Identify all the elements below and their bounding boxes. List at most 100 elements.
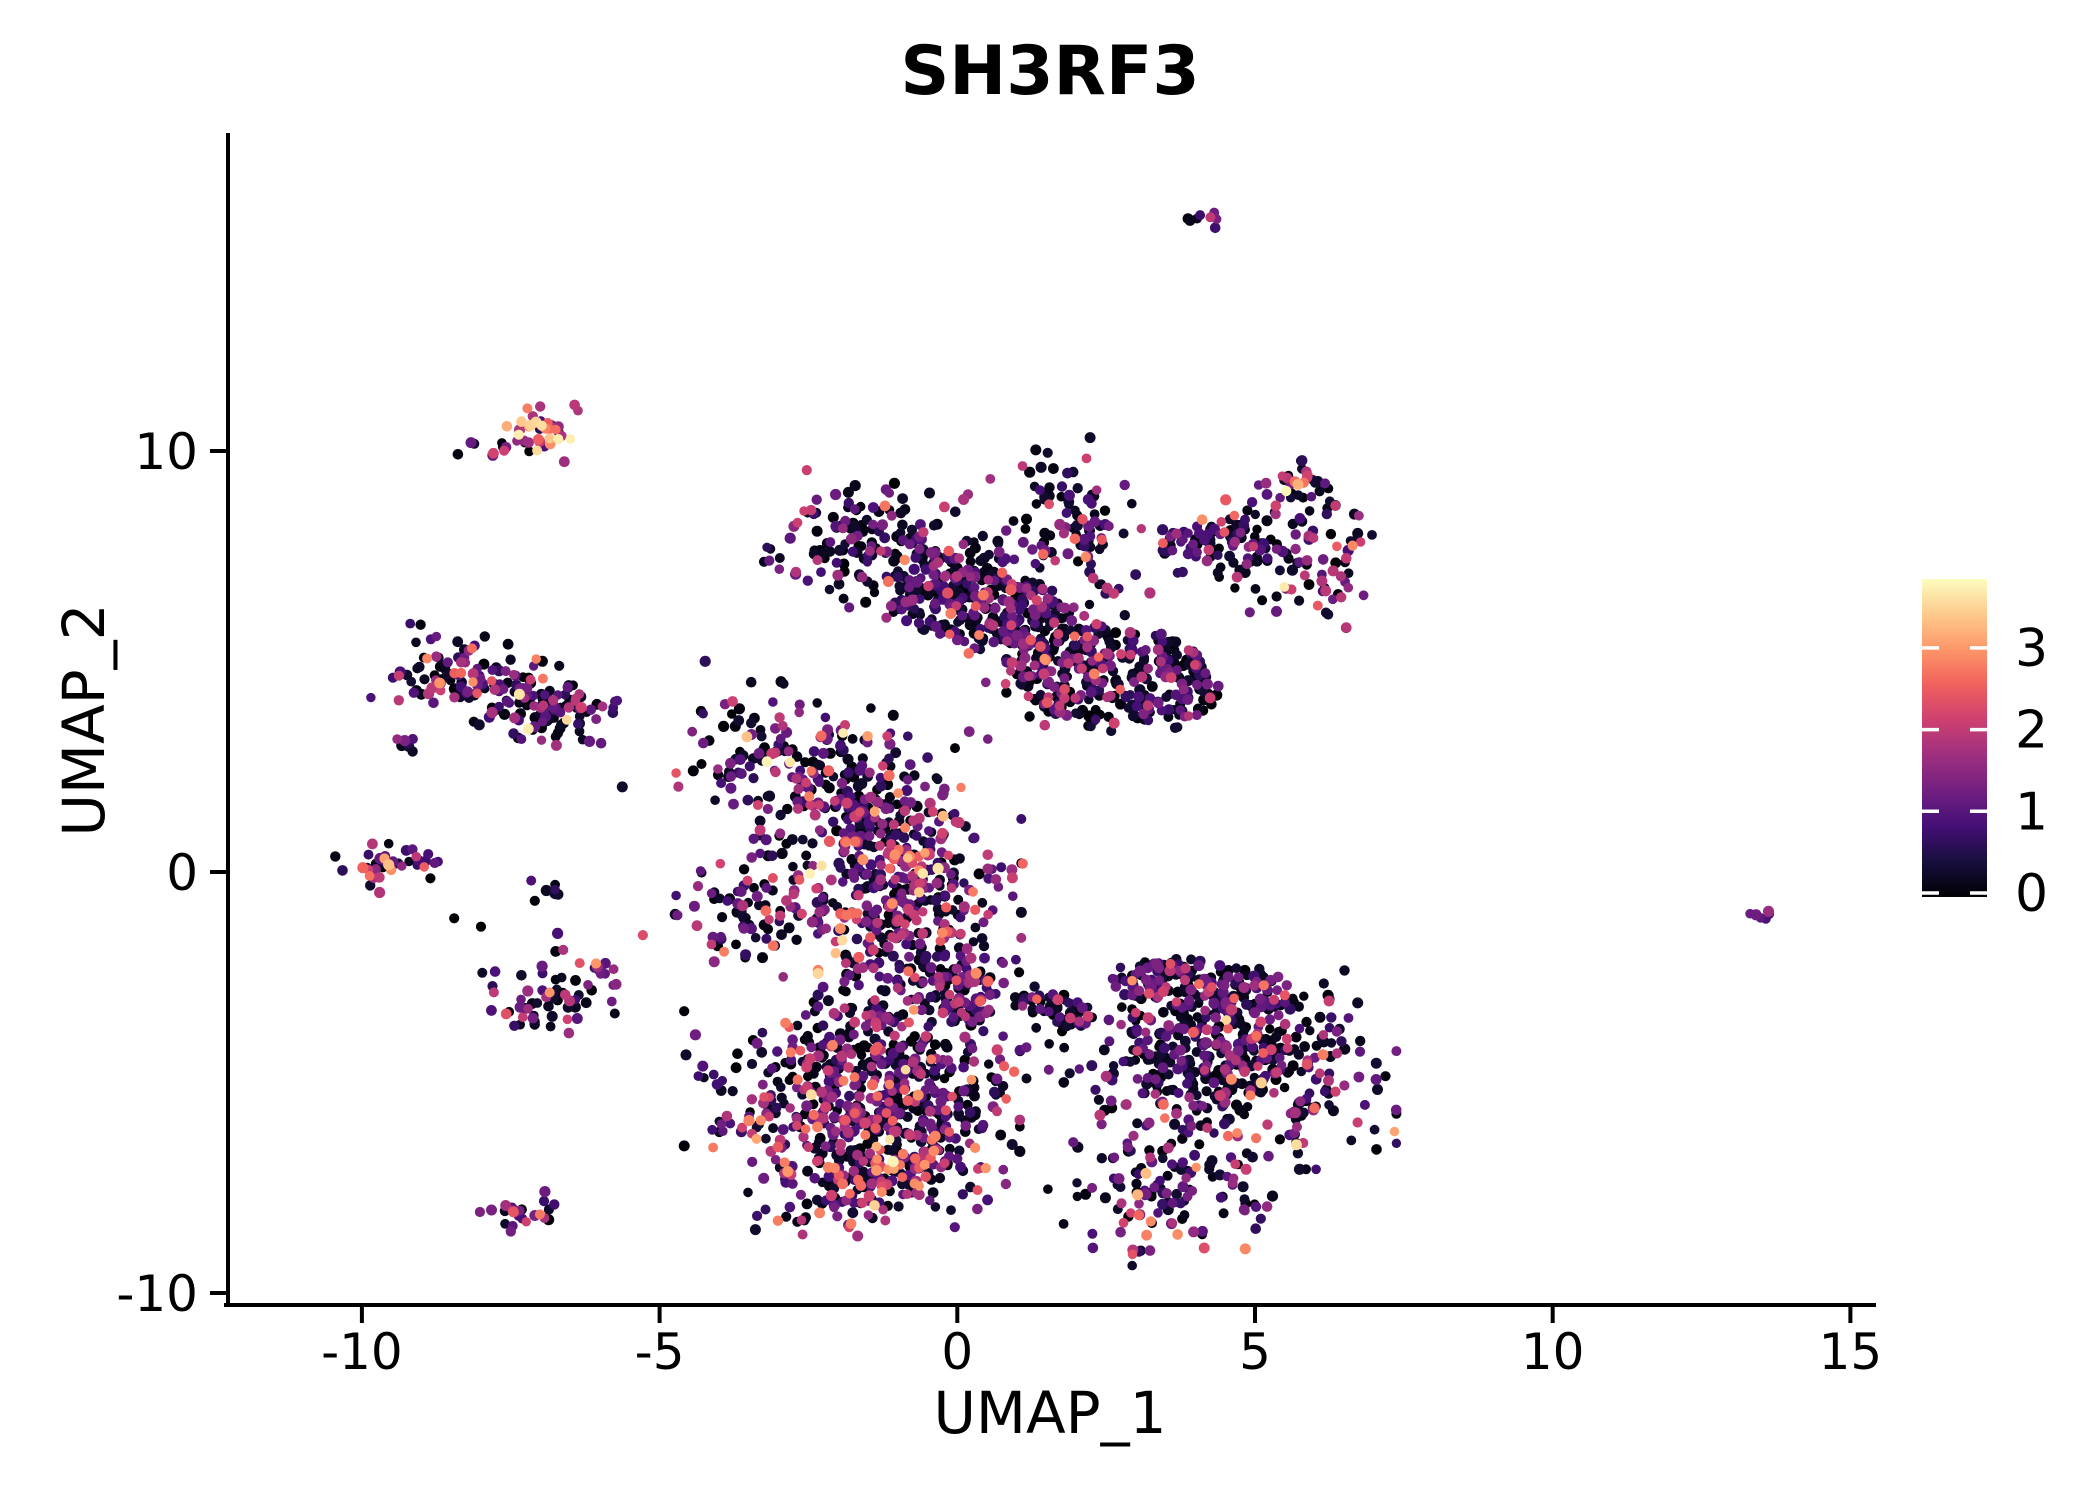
umap-point <box>982 975 994 987</box>
umap-point <box>762 803 774 815</box>
umap-point <box>1201 1013 1211 1023</box>
umap-point <box>949 1222 960 1233</box>
umap-point <box>886 839 896 849</box>
umap-point <box>1265 1024 1275 1034</box>
umap-point <box>404 856 414 867</box>
umap-point <box>533 434 544 445</box>
x-tick-label: 0 <box>941 1323 973 1381</box>
umap-point <box>549 1199 560 1210</box>
umap-point <box>1167 1159 1177 1170</box>
umap-point <box>612 695 623 706</box>
umap-point <box>1140 1167 1152 1179</box>
umap-point <box>698 708 708 719</box>
umap-point <box>1087 1182 1098 1193</box>
umap-point <box>550 884 560 895</box>
umap-point <box>899 805 911 817</box>
umap-point <box>969 976 981 987</box>
umap-point <box>1006 872 1018 884</box>
umap-point <box>535 401 546 412</box>
umap-point <box>1049 617 1060 628</box>
umap-point <box>897 493 908 504</box>
umap-point <box>897 888 907 898</box>
umap-point <box>1287 993 1298 1004</box>
umap-point <box>1096 1119 1107 1130</box>
umap-point <box>1134 965 1146 977</box>
umap-point <box>997 1080 1009 1092</box>
umap-point <box>1309 1052 1320 1063</box>
umap-point <box>854 1091 865 1102</box>
umap-point <box>1306 491 1317 502</box>
umap-point <box>1292 1121 1302 1132</box>
umap-point <box>1171 528 1182 539</box>
umap-point <box>727 1086 738 1097</box>
umap-point <box>1131 1178 1142 1189</box>
umap-point <box>411 637 421 648</box>
umap-point <box>1222 1023 1233 1034</box>
umap-point <box>1101 648 1113 660</box>
umap-point <box>1294 1023 1305 1034</box>
umap-point <box>768 1123 779 1134</box>
umap-point <box>1282 1043 1293 1053</box>
umap-point <box>1140 974 1152 986</box>
umap-point <box>841 958 851 969</box>
umap-point <box>1323 995 1335 1007</box>
umap-point <box>1261 515 1273 527</box>
umap-point <box>1286 564 1298 576</box>
umap-point <box>1074 1016 1085 1027</box>
umap-point <box>1081 453 1092 464</box>
umap-point <box>868 962 879 974</box>
umap-point <box>1071 708 1081 718</box>
umap-point <box>992 1106 1002 1117</box>
umap-point <box>875 780 887 792</box>
umap-point <box>1057 613 1068 623</box>
umap-point <box>803 1142 814 1153</box>
umap-point <box>1184 995 1195 1006</box>
umap-point <box>1124 627 1136 639</box>
umap-point <box>678 1140 690 1152</box>
umap-point <box>540 690 550 700</box>
umap-point <box>929 598 941 609</box>
umap-point <box>1006 1139 1018 1150</box>
umap-point <box>1316 575 1328 587</box>
umap-point <box>1238 982 1250 993</box>
umap-point <box>939 571 951 582</box>
umap-point <box>1219 980 1230 991</box>
umap-point <box>833 578 845 590</box>
umap-point <box>517 1012 528 1022</box>
umap-point <box>1183 528 1193 538</box>
umap-point <box>1290 1139 1302 1151</box>
umap-point <box>1179 1035 1191 1047</box>
umap-point <box>1133 691 1145 703</box>
umap-point <box>1175 1198 1186 1209</box>
umap-point <box>687 726 698 737</box>
umap-point <box>932 774 943 785</box>
umap-point <box>804 1053 816 1065</box>
umap-point <box>1183 711 1194 721</box>
umap-point <box>521 1217 531 1227</box>
umap-point <box>1086 1060 1098 1072</box>
umap-point <box>1066 615 1078 626</box>
umap-point <box>718 720 730 733</box>
umap-point <box>1255 1077 1267 1089</box>
umap-point <box>746 1094 758 1105</box>
umap-point <box>914 938 926 950</box>
umap-point <box>793 783 804 795</box>
umap-point <box>540 884 552 897</box>
umap-point <box>875 828 886 839</box>
umap-point <box>937 789 949 801</box>
umap-point <box>860 596 872 608</box>
umap-point <box>973 868 985 880</box>
umap-point <box>817 981 829 993</box>
umap-point <box>981 677 991 688</box>
umap-point <box>1020 524 1031 534</box>
umap-point <box>928 569 939 580</box>
umap-point <box>904 951 915 962</box>
umap-point <box>1195 210 1206 221</box>
umap-point <box>894 581 904 591</box>
umap-point <box>411 851 422 862</box>
umap-point <box>908 815 919 826</box>
umap-point <box>550 739 562 751</box>
umap-point <box>1339 1080 1350 1091</box>
umap-point <box>1250 1223 1261 1234</box>
umap-point <box>1035 1004 1046 1015</box>
